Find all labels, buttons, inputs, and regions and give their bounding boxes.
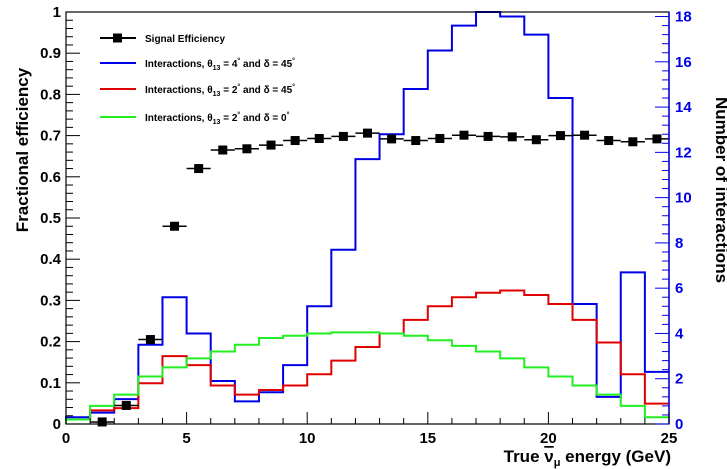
y2-tick-label: 16 — [675, 54, 692, 71]
y2-tick-label: 8 — [675, 235, 683, 252]
efficiency-point — [604, 136, 614, 146]
x-tick-label: 0 — [62, 430, 70, 447]
y2-tick-label: 10 — [675, 190, 692, 207]
x-tick-label: 25 — [661, 430, 678, 447]
histogram-series-group — [65, 11, 669, 424]
efficiency-point — [314, 133, 324, 143]
y2-tick-label: 18 — [675, 9, 692, 26]
y2-axis-title: Number of interactions — [712, 97, 727, 283]
legend-efficiency-label: Signal Efficiency — [145, 34, 225, 45]
y-tick-label: 0.3 — [40, 292, 61, 309]
efficiency-point — [338, 131, 348, 141]
y2-tick-label: 4 — [675, 325, 684, 342]
efficiency-series-group — [90, 128, 669, 427]
legend: Signal Efficiency Interactions, θ13 = 4°… — [100, 33, 295, 126]
x-axis-title-mu: μ — [554, 457, 561, 469]
legend-green-label: Interactions, θ13 = 2° and δ = 0° — [145, 111, 290, 126]
y2-tick-label: 12 — [675, 144, 692, 161]
efficiency-point — [242, 144, 252, 154]
efficiency-point — [387, 134, 397, 144]
efficiency-point — [194, 164, 204, 174]
histogram-series-0 — [65, 11, 669, 424]
x-tick-label: 10 — [299, 430, 316, 447]
efficiency-point — [363, 128, 372, 138]
legend-blue-label: Interactions, θ13 = 4° and δ = 45° — [145, 57, 295, 72]
y-axis-title: Fractional efficiency — [13, 67, 32, 232]
x-axis-title: True νμ energy (GeV) — [504, 447, 671, 469]
efficiency-point — [459, 130, 469, 140]
x-axis-title-prefix: True — [504, 447, 545, 466]
y-tick-label: 1 — [53, 4, 61, 21]
x-axis-title-nu: ν — [544, 447, 553, 466]
y-tick-label: 0.5 — [40, 210, 61, 227]
efficiency-point — [290, 136, 300, 146]
histogram-series-2 — [65, 331, 669, 424]
y-tick-label: 0.8 — [40, 86, 61, 103]
y-tick-label: 0.4 — [40, 251, 62, 268]
y-tick-label: 0.2 — [40, 334, 61, 351]
y2-tick-label: 6 — [675, 280, 683, 297]
y2-tick-label: 0 — [675, 416, 683, 433]
y-tick-label: 0 — [53, 416, 61, 433]
efficiency-point — [170, 221, 180, 231]
y2-tick-label: 2 — [675, 371, 683, 388]
efficiency-point — [580, 130, 590, 140]
efficiency-point — [411, 136, 421, 146]
efficiency-point — [555, 131, 565, 141]
efficiency-point — [97, 417, 107, 427]
efficiency-point — [507, 132, 517, 142]
axis-ticks: 0 5 10 15 20 2500.10.20.30.40.50.60.70.80.910… — [40, 4, 692, 447]
efficiency-point — [266, 140, 276, 150]
efficiency-point — [145, 335, 155, 345]
y2-tick-label: 14 — [675, 99, 692, 116]
x-tick-label: 5 — [182, 430, 190, 447]
efficiency-point — [531, 135, 541, 145]
y-tick-label: 0.9 — [40, 45, 61, 62]
efficiency-point — [652, 134, 662, 144]
efficiency-point — [218, 145, 228, 155]
efficiency-point — [435, 133, 445, 143]
x-tick-label: 20 — [540, 430, 557, 447]
x-axis-title-suffix: energy (GeV) — [560, 447, 671, 466]
legend-red-label: Interactions, θ13 = 2° and δ = 45° — [145, 83, 295, 98]
efficiency-point — [121, 400, 131, 410]
y-tick-label: 0.1 — [40, 375, 61, 392]
efficiency-point — [628, 137, 638, 147]
y-tick-label: 0.7 — [40, 128, 61, 145]
x-tick-label: 15 — [419, 430, 436, 447]
y-tick-label: 0.6 — [40, 169, 61, 186]
legend-efficiency-marker — [113, 33, 122, 43]
efficiency-point — [483, 131, 493, 141]
